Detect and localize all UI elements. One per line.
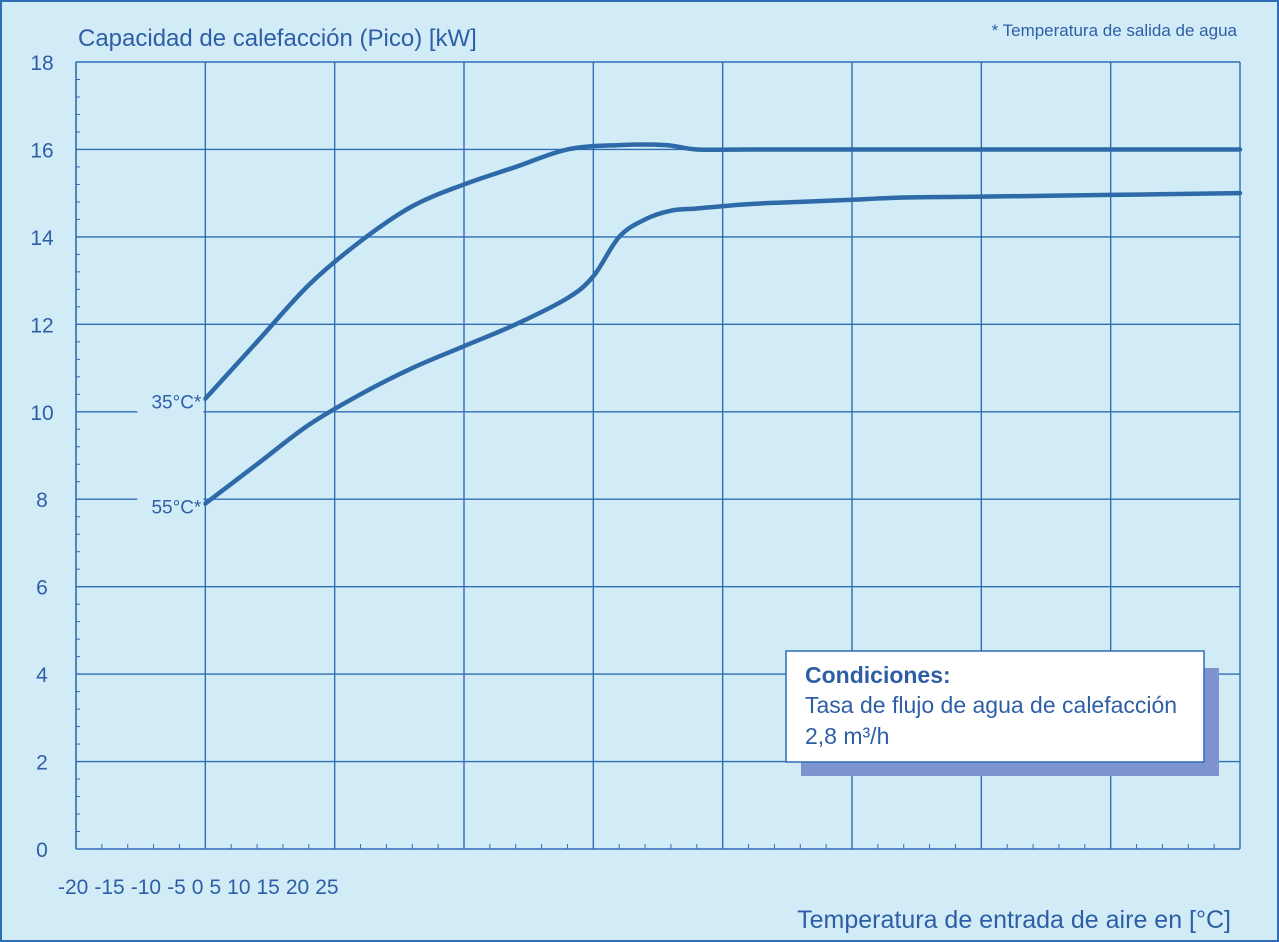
- x-tick-label: -10: [131, 876, 161, 899]
- series-line-55c: [203, 190, 1243, 506]
- series-label: 35°C*: [151, 393, 201, 414]
- y-tick-label: 12: [30, 314, 53, 337]
- annotation-line-2: 2,8 m³/h: [805, 723, 889, 749]
- x-axis-title: Temperatura de entrada de aire en [°C]: [797, 906, 1231, 934]
- y-axis-title: Capacidad de calefacción (Pico) [kW]: [78, 25, 477, 52]
- y-tick-label: 4: [36, 664, 48, 687]
- x-tick-label: 5: [209, 876, 221, 899]
- annotation-line-1: Tasa de flujo de agua de calefacción: [805, 692, 1177, 718]
- x-tick-label: 15: [257, 876, 280, 899]
- x-tick-label: 20: [286, 876, 309, 899]
- series-line-35c: [203, 142, 1243, 401]
- y-tick-label: 6: [36, 577, 48, 600]
- y-tick-label: 10: [30, 402, 53, 425]
- minor-ticks: [75, 61, 1241, 850]
- annotation-title: Condiciones:: [805, 662, 951, 688]
- x-tick-label: -15: [94, 876, 124, 899]
- y-tick-label: 0: [36, 839, 48, 862]
- y-tick-label: 16: [30, 139, 53, 162]
- x-tick-labels: -20 -15 -10 -5 0 5 10 15 20 25: [58, 876, 339, 899]
- footnote-water-outlet: * Temperatura de salida de agua: [992, 21, 1238, 40]
- x-tick-label: -20: [58, 876, 88, 899]
- series-label-bg: [137, 493, 204, 520]
- conditions-annotation: Condiciones: Tasa de flujo de agua de ca…: [785, 650, 1219, 776]
- y-tick-labels: 0 2 4 6 8 10 12 14 16 18: [30, 52, 54, 862]
- x-tick-label: 0: [192, 876, 204, 899]
- x-tick-label: 10: [227, 876, 250, 899]
- x-tick-label: 25: [315, 876, 338, 899]
- y-tick-label: 2: [36, 752, 48, 775]
- series-label: 55°C*: [151, 498, 201, 519]
- axes: [75, 62, 1240, 850]
- y-tick-label: 8: [36, 489, 48, 512]
- y-tick-label: 18: [30, 52, 53, 75]
- annotation-box: [785, 650, 1205, 763]
- series-group: 35°C* 55°C*: [137, 142, 1243, 520]
- y-tick-label: 14: [30, 227, 54, 250]
- x-tick-label: -5: [167, 876, 186, 899]
- series-label-bg: [137, 388, 204, 415]
- x-tick-label-row: -20 -15 -10 -5 0 5 10 15 20 25: [58, 876, 339, 899]
